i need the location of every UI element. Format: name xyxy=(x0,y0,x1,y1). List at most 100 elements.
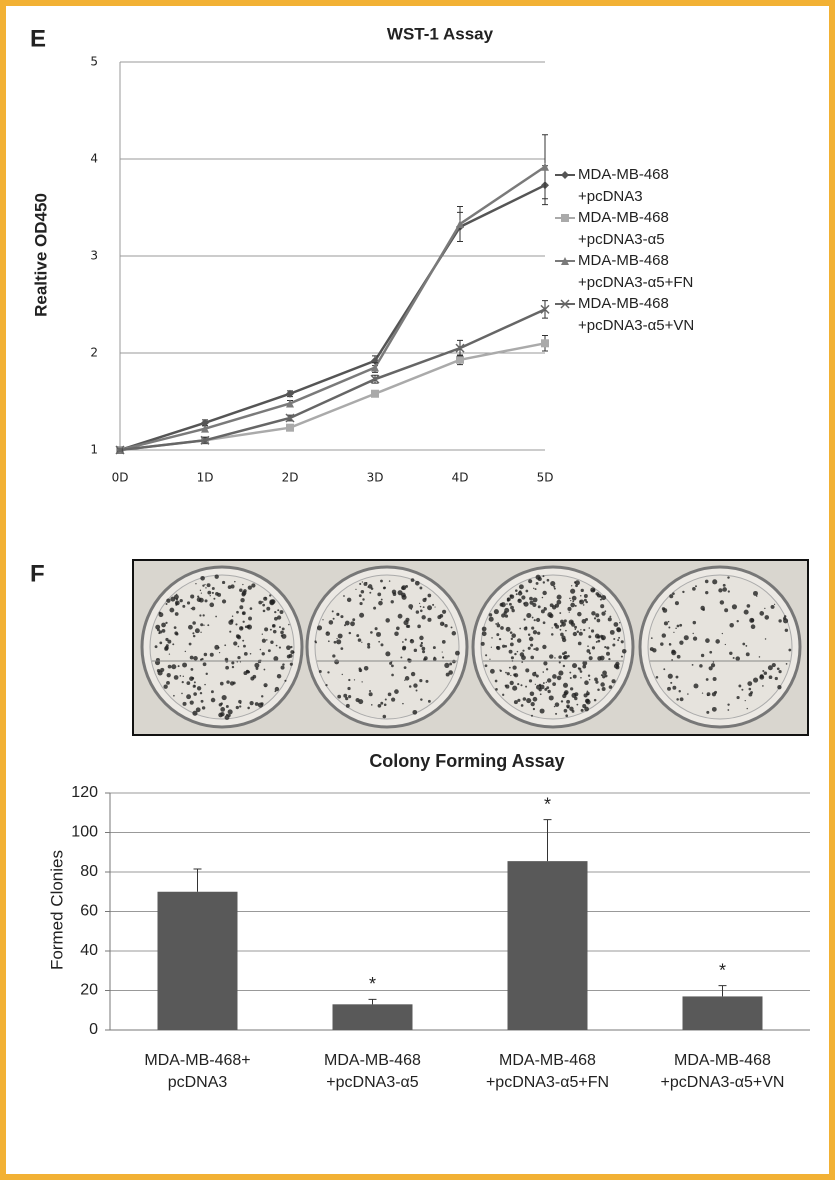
colony-dot xyxy=(532,617,534,619)
colony-dot xyxy=(274,611,276,613)
colony-dot xyxy=(427,605,432,610)
colony-dot xyxy=(523,618,525,620)
colony-dot xyxy=(190,656,194,660)
colony-dot xyxy=(263,610,266,613)
colony-dot xyxy=(663,668,665,670)
bar xyxy=(683,996,763,1030)
colony-dot xyxy=(699,664,703,668)
colony-dot xyxy=(402,703,404,705)
colony-dot xyxy=(194,685,196,687)
colony-dot xyxy=(573,632,577,636)
colony-dot xyxy=(566,700,570,704)
colony-dot xyxy=(164,647,168,651)
colony-dot xyxy=(251,583,255,587)
colony-dot xyxy=(206,673,208,675)
colony-dot xyxy=(332,610,334,612)
colony-dot xyxy=(583,604,585,606)
colony-dot xyxy=(238,700,242,704)
colony-dot xyxy=(679,690,681,692)
colony-dot xyxy=(584,680,589,685)
colony-dot xyxy=(359,602,362,605)
colony-dot xyxy=(702,693,703,694)
colony-dot xyxy=(567,655,570,658)
colony-dot xyxy=(589,679,591,681)
y-tick-label: 3 xyxy=(90,249,98,263)
colony-dot xyxy=(578,668,581,671)
colony-dot xyxy=(676,676,679,679)
colony-dot xyxy=(349,632,351,634)
series xyxy=(116,135,549,454)
colony-dot xyxy=(670,682,672,684)
colony-dot xyxy=(771,605,775,609)
colony-dot xyxy=(442,640,446,644)
colony-dot xyxy=(592,646,595,649)
colony-dot xyxy=(419,636,423,640)
colony-dot xyxy=(358,638,362,642)
colony-dot xyxy=(557,676,562,681)
colony-dot xyxy=(258,601,262,605)
colony-dot xyxy=(525,626,527,628)
colony-dot xyxy=(567,706,569,708)
plate-inner xyxy=(315,575,459,719)
colony-dot xyxy=(403,620,408,625)
colony-dot xyxy=(389,662,392,665)
colony-dot xyxy=(613,638,615,640)
colony-dot xyxy=(209,603,214,608)
error-bar xyxy=(369,999,377,1004)
colony-dot xyxy=(762,670,764,672)
colony-dot xyxy=(238,646,240,648)
colony-dot xyxy=(495,623,497,625)
colony-dot xyxy=(759,611,764,616)
colony-dot xyxy=(621,656,623,658)
colony-dot xyxy=(199,614,201,616)
colony-dot xyxy=(290,663,293,666)
colony-dot xyxy=(555,713,557,715)
colony-dot xyxy=(605,674,608,677)
colony-dot xyxy=(609,685,613,689)
colony-dot xyxy=(248,585,252,589)
colony-dot xyxy=(166,603,168,605)
colony-dot xyxy=(727,576,729,578)
colony-dot xyxy=(182,605,185,608)
colony-dot xyxy=(237,635,241,639)
colony-dot xyxy=(433,657,437,661)
colony-dot xyxy=(234,581,236,583)
colony-dot xyxy=(675,628,677,630)
colony-dot xyxy=(579,632,583,636)
colony-dot xyxy=(749,618,754,623)
colony-dot xyxy=(747,708,748,709)
colony-dot xyxy=(256,667,259,670)
colony-dot xyxy=(507,672,510,675)
colony-dot xyxy=(491,647,492,648)
colony-dot xyxy=(591,629,594,632)
colony-dot xyxy=(247,707,250,710)
colony-dot xyxy=(200,590,201,591)
colony-dot xyxy=(336,639,341,644)
colony-dot xyxy=(451,626,453,628)
colony-dot xyxy=(692,587,696,591)
colony-dot xyxy=(378,704,382,708)
colony-dot xyxy=(165,638,168,641)
colony-dot xyxy=(783,617,786,620)
colony-dot xyxy=(760,674,764,678)
colony-dot xyxy=(570,600,571,601)
colony-dot xyxy=(482,627,487,632)
colony-dot xyxy=(570,687,573,690)
colony-dot xyxy=(248,617,252,621)
colony-dot xyxy=(243,589,247,593)
colony-dot xyxy=(672,592,675,595)
colony-dot xyxy=(569,672,571,674)
colony-dot xyxy=(747,681,752,686)
colony-dot xyxy=(679,624,682,627)
colony-dot xyxy=(562,623,563,624)
x-tick-label: 1D xyxy=(197,471,214,485)
colony-dot xyxy=(651,637,653,639)
colony-dot xyxy=(410,639,414,643)
colony-dot xyxy=(383,715,387,719)
colony-dot xyxy=(542,575,544,577)
colony-dot xyxy=(552,682,556,686)
colony-dot xyxy=(530,691,535,696)
colony-dot xyxy=(557,595,562,600)
colony-dot xyxy=(193,635,195,637)
colony-dot xyxy=(420,698,422,700)
